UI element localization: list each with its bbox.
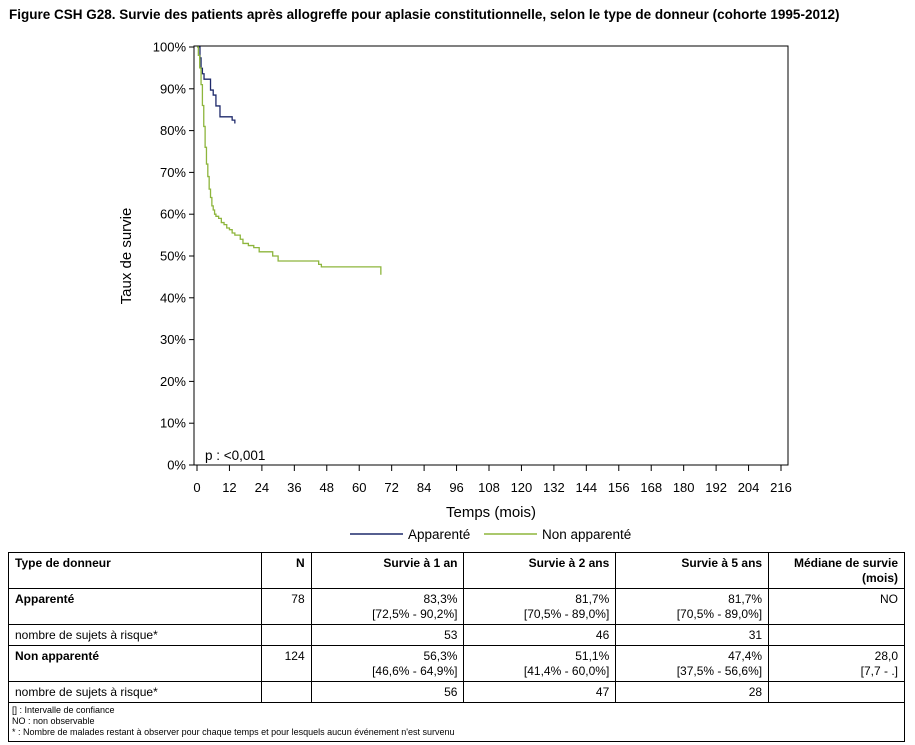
header-mediane: Médiane de survie (mois) [768,552,905,589]
table-row: nombre de sujets à risque* 53 46 31 [8,624,905,646]
cell-survie-2ans: 81,7% [70,5% - 89,0%] [463,588,617,625]
cell-n [260,624,312,646]
table-row: nombre de sujets à risque* 56 47 28 [8,681,905,703]
y-tick-label: 70% [160,165,186,180]
note-no: NO : non observable [12,716,95,726]
y-tick-label: 0% [167,458,186,473]
header-n: N [260,552,312,589]
cell-n: 124 [260,645,312,682]
x-tick-label: 60 [352,480,366,495]
y-tick-label: 80% [160,123,186,138]
y-tick-label: 10% [160,416,186,431]
x-tick-label: 36 [287,480,301,495]
cell-survie-5ans: 47,4% [37,5% - 56,6%] [615,645,770,682]
survival-chart: 0% 10% 20% 30% 40% 50% 60% 70% 80% 90% 100% 0 12 24 3… [118,40,792,543]
legend-label-apparente: Apparenté [408,527,470,542]
legend: Apparenté Non apparenté [350,527,631,542]
cell-at-risk-1an: 53 [310,624,465,646]
table-notes-row: [] : Intervalle de confiance NO : non ob… [8,702,905,742]
x-tick-label: 180 [673,480,695,495]
x-tick-label: 96 [449,480,463,495]
note-at-risk: * : Nombre de malades restant à observer… [12,727,455,737]
x-tick-label: 108 [478,480,500,495]
x-tick-label: 72 [384,480,398,495]
header-survie-2ans: Survie à 2 ans [463,552,617,589]
y-tick-label: 100% [153,40,187,55]
x-tick-label: 204 [738,480,760,495]
survival-table: Type de donneur N Survie à 1 an Survie à… [8,552,905,742]
series-line-non-apparente [197,46,382,275]
cell-mediane [768,681,905,703]
x-tick-label: 0 [193,480,200,495]
header-type: Type de donneur [8,552,262,589]
x-tick-label: 132 [543,480,565,495]
p-value-annotation: p : <0,001 [205,448,265,463]
y-tick-label: 60% [160,207,186,222]
x-tick-label: 12 [222,480,236,495]
x-tick-label: 216 [770,480,792,495]
table-row: Apparenté 78 83,3% [72,5% - 90,2%] 81,7%[… [8,588,905,625]
note-ci: [] : Intervalle de confiance [12,705,115,715]
y-tick-label: 50% [160,249,186,264]
table-notes: [] : Intervalle de confiance NO : non ob… [8,702,905,742]
x-tick-label: 48 [320,480,334,495]
row-label: Apparenté [8,588,262,625]
x-tick-label: 24 [255,480,269,495]
x-tick-label: 156 [608,480,630,495]
y-tick-label: 40% [160,290,186,305]
cell-mediane: NO [768,588,905,625]
y-axis-title: Taux de survie [118,208,135,305]
x-tick-label: 192 [705,480,727,495]
y-tick-label: 90% [160,81,186,96]
x-axis-title: Temps (mois) [446,504,536,521]
cell-survie-1an: 83,3% [72,5% - 90,2%] [310,588,465,625]
table-row: Non apparenté 124 56,3% [46,6% - 64,9%] 5… [8,645,905,682]
x-tick-label: 120 [511,480,533,495]
cell-n [260,681,312,703]
plot-frame [193,45,789,466]
row-label: nombre de sujets à risque* [8,681,262,703]
cell-mediane [768,624,905,646]
cell-at-risk-2ans: 47 [463,681,617,703]
legend-label-non-apparente: Non apparenté [542,527,631,542]
y-axis: 0% 10% 20% 30% 40% 50% 60% 70% 80% 90% 100% [153,40,194,473]
cell-at-risk-2ans: 46 [463,624,617,646]
row-label: nombre de sujets à risque* [8,624,262,646]
y-tick-label: 20% [160,374,186,389]
y-tick-label: 30% [160,332,186,347]
cell-survie-5ans: 81,7% [70,5% - 89,0%] [615,588,770,625]
series-line-apparente [197,46,236,124]
row-label: Non apparenté [8,645,262,682]
figure-title: Figure CSH G28. Survie des patients aprè… [9,7,840,22]
cell-at-risk-5ans: 28 [615,681,770,703]
cell-n: 78 [260,588,312,625]
header-survie-1an: Survie à 1 an [310,552,465,589]
x-tick-label: 144 [575,480,597,495]
series-group [197,46,382,275]
cell-survie-2ans: 51,1% [41,4% - 60,0%] [463,645,617,682]
x-tick-label: 168 [640,480,662,495]
cell-at-risk-5ans: 31 [615,624,770,646]
x-tick-label: 84 [417,480,431,495]
x-axis: 0 12 24 36 48 60 72 84 96 108 120 132 144 156 168 180 19… [193,465,792,495]
cell-mediane: 28,0 [7,7 - .] [768,645,905,682]
cell-at-risk-1an: 56 [310,681,465,703]
cell-survie-1an: 56,3% [46,6% - 64,9%] [310,645,465,682]
table-header-row: Type de donneur N Survie à 1 an Survie à… [8,552,905,589]
header-survie-5ans: Survie à 5 ans [615,552,770,589]
